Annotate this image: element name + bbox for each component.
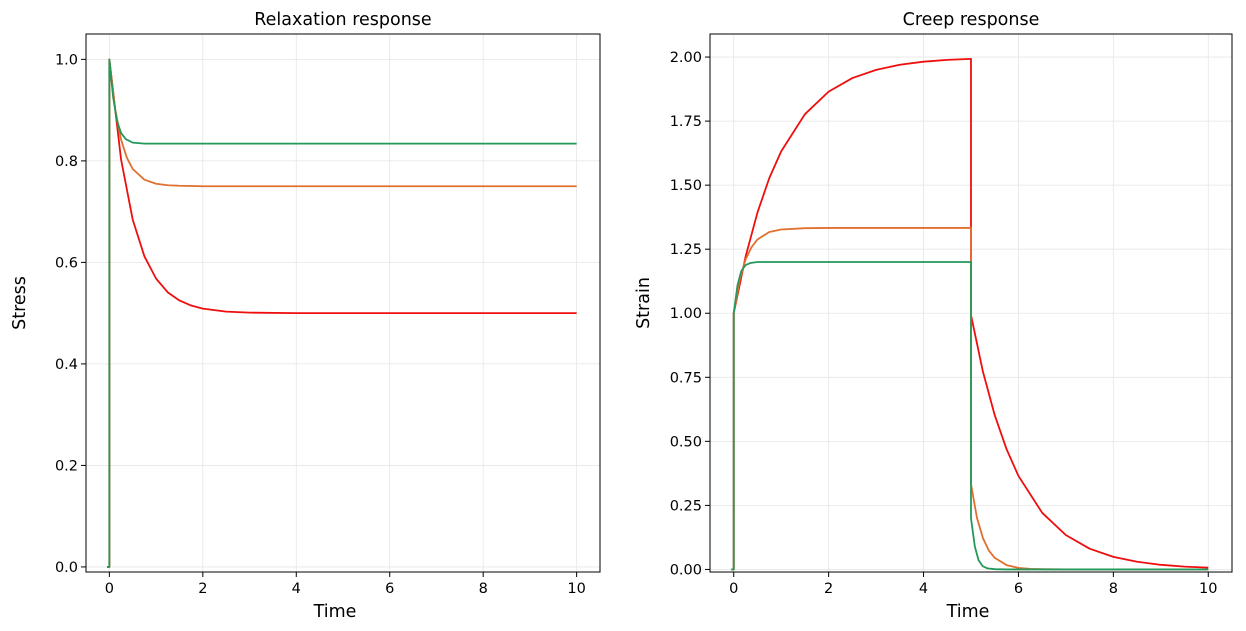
x-tick-label: 0 bbox=[729, 581, 738, 597]
creep-series-2-line bbox=[731, 227, 1209, 571]
x-tick-label: 4 bbox=[292, 581, 301, 597]
y-tick-label: 1.50 bbox=[670, 178, 702, 194]
relaxation-series-1-line bbox=[107, 58, 577, 568]
creep-series-3-line bbox=[731, 261, 1209, 571]
y-tick-label: 0.50 bbox=[670, 434, 702, 450]
y-tick-label: 0.0 bbox=[55, 560, 78, 576]
y-axis-label-relaxation: Stress bbox=[10, 276, 30, 330]
x-tick-label: 10 bbox=[1199, 581, 1217, 597]
relaxation-axes-frame bbox=[85, 33, 601, 573]
y-axis-label-creep: Strain bbox=[634, 277, 654, 329]
x-tick-label: 2 bbox=[198, 581, 207, 597]
y-tick-label: 2.00 bbox=[670, 50, 702, 66]
x-tick-label: 2 bbox=[824, 581, 833, 597]
creep-chart: Creep response Time Strain 0 2 4 6 8 10 0.00 0.… bbox=[634, 10, 1233, 622]
y-tick-label: 0.6 bbox=[55, 255, 78, 271]
x-tick-label: 8 bbox=[479, 581, 488, 597]
chart-title-relaxation: Relaxation response bbox=[254, 10, 431, 30]
y-tick-label: 0.25 bbox=[670, 498, 702, 514]
relaxation-series-3-line bbox=[107, 58, 577, 568]
y-tick-label: 0.2 bbox=[55, 458, 78, 474]
chart-title-creep: Creep response bbox=[903, 10, 1040, 30]
y-tick-label: 1.75 bbox=[670, 114, 702, 130]
x-tick-label: 6 bbox=[1014, 581, 1023, 597]
y-tick-label: 1.0 bbox=[55, 52, 78, 68]
y-tick-label: 0.00 bbox=[670, 562, 702, 578]
y-tick-label: 1.00 bbox=[670, 306, 702, 322]
x-axis-label-creep: Time bbox=[946, 602, 990, 622]
x-tick-label: 10 bbox=[567, 581, 585, 597]
x-tick-label: 0 bbox=[105, 581, 114, 597]
relaxation-chart: Relaxation response Time Stress 0 2 4 6 8 10 0… bbox=[10, 10, 601, 622]
y-tick-label: 0.4 bbox=[55, 357, 78, 373]
creep-series-1-line bbox=[731, 57, 1209, 571]
y-tick-label: 0.75 bbox=[670, 370, 702, 386]
y-tick-label: 1.25 bbox=[670, 242, 702, 258]
x-tick-label: 6 bbox=[385, 581, 394, 597]
creep-axes-frame bbox=[709, 33, 1233, 573]
x-axis-label-relaxation: Time bbox=[313, 602, 357, 622]
y-tick-label: 0.8 bbox=[55, 154, 78, 170]
x-tick-label: 8 bbox=[1109, 581, 1118, 597]
x-tick-label: 4 bbox=[919, 581, 928, 597]
